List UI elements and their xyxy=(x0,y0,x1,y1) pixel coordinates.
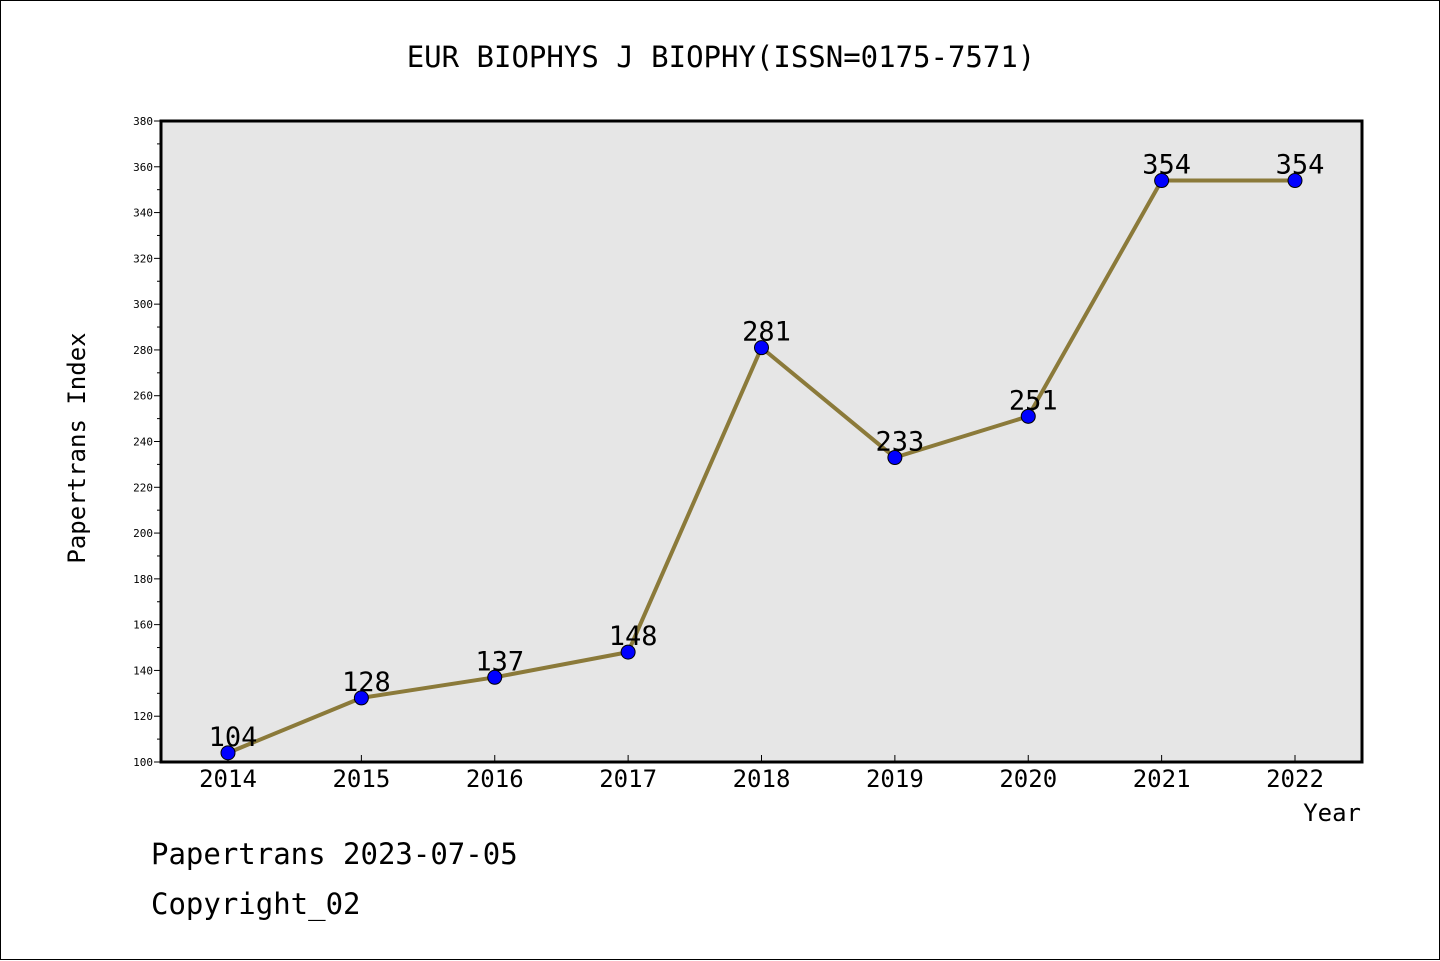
y-axis-label: Papertrans Index xyxy=(63,332,91,563)
data-label: 354 xyxy=(1276,150,1325,181)
y-tick-label: 160 xyxy=(133,619,153,632)
data-label: 137 xyxy=(475,646,524,677)
y-tick-label: 360 xyxy=(133,161,153,174)
data-point xyxy=(1020,408,1036,424)
data-label: 354 xyxy=(1142,150,1191,181)
x-axis-label: Year xyxy=(1303,799,1361,827)
y-tick-label: 120 xyxy=(133,710,153,723)
y-axis: 100 120 140 160 180 200 220 240 260 280 300 320 340 3… xyxy=(133,115,161,769)
y-tick-label: 380 xyxy=(133,115,153,128)
x-tick-label: 2014 xyxy=(199,765,257,793)
data-label: 148 xyxy=(609,621,658,652)
plot-area xyxy=(159,119,1364,764)
data-point xyxy=(754,340,769,356)
data-point xyxy=(887,450,903,466)
x-tick-label: 2020 xyxy=(999,765,1057,793)
y-tick-label: 280 xyxy=(133,344,153,357)
y-tick-label: 300 xyxy=(133,298,153,311)
x-tick-label: 2018 xyxy=(733,765,791,793)
data-point xyxy=(1154,173,1170,189)
y-tick-label: 240 xyxy=(133,436,153,449)
y-tick-label: 140 xyxy=(133,664,153,677)
y-tick-label: 260 xyxy=(133,390,153,403)
series-papertrans-index: 104 128 137 148 281 233 251 354 354 xyxy=(209,150,1325,761)
data-label: 281 xyxy=(742,317,791,348)
footer-date: Papertrans 2023-07-05 xyxy=(151,837,518,871)
data-point xyxy=(620,644,636,660)
chart-title: EUR BIOPHYS J BIOPHY(ISSN=0175-7571) xyxy=(407,40,1036,74)
y-tick-label: 200 xyxy=(133,527,153,540)
x-tick-label: 2019 xyxy=(866,765,924,793)
x-tick-label: 2016 xyxy=(466,765,524,793)
data-point xyxy=(220,745,236,761)
y-tick-label: 320 xyxy=(133,252,153,265)
x-axis: 2014 2015 2016 2017 2018 2019 2020 2021 2022 xyxy=(199,755,1324,793)
x-tick-label: 2017 xyxy=(599,765,657,793)
data-point xyxy=(1287,173,1303,189)
data-label: 104 xyxy=(209,722,258,753)
data-label: 251 xyxy=(1009,385,1058,416)
footer-copyright: Copyright_02 xyxy=(151,887,361,922)
y-tick-label: 180 xyxy=(133,573,153,586)
x-tick-label: 2022 xyxy=(1266,765,1324,793)
y-tick-label: 220 xyxy=(133,481,153,494)
y-tick-label: 340 xyxy=(133,207,153,220)
x-tick-label: 2021 xyxy=(1133,765,1191,793)
data-label: 233 xyxy=(875,427,924,458)
y-tick-label: 100 xyxy=(133,756,153,769)
data-label: 128 xyxy=(342,667,391,698)
data-point xyxy=(487,669,503,685)
x-tick-label: 2015 xyxy=(332,765,390,793)
data-point xyxy=(353,690,369,706)
